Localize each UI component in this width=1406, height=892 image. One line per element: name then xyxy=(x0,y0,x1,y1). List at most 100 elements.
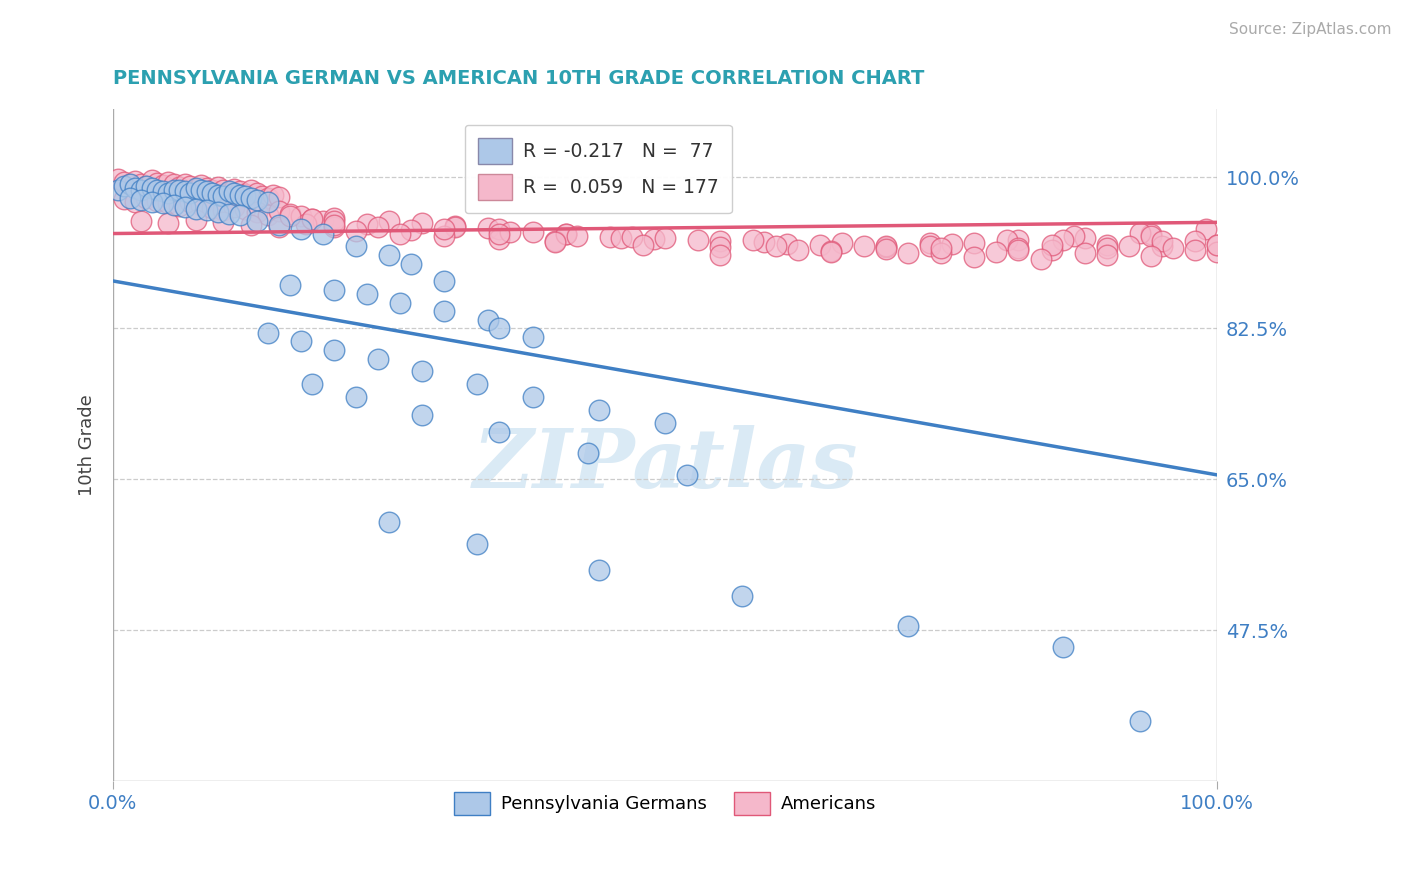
Point xyxy=(477,312,499,326)
Point xyxy=(157,186,180,200)
Point xyxy=(620,230,643,244)
Point xyxy=(179,186,201,200)
Point xyxy=(146,194,169,208)
Point xyxy=(212,203,235,218)
Point xyxy=(411,364,433,378)
Point xyxy=(267,218,290,232)
Point xyxy=(544,235,567,249)
Point xyxy=(112,192,135,206)
Point xyxy=(163,178,186,192)
Point xyxy=(184,202,207,216)
Point xyxy=(389,295,412,310)
Point xyxy=(576,446,599,460)
Point xyxy=(212,183,235,197)
Point xyxy=(201,201,224,215)
Point xyxy=(488,232,510,246)
Point xyxy=(688,233,710,247)
Point xyxy=(256,326,278,340)
Point xyxy=(356,217,378,231)
Point xyxy=(322,343,344,357)
Point xyxy=(1118,239,1140,253)
Point xyxy=(1206,237,1229,252)
Point xyxy=(229,184,252,198)
Point xyxy=(820,244,842,258)
Point xyxy=(875,240,897,254)
Point xyxy=(267,204,290,219)
Point xyxy=(157,216,180,230)
Point xyxy=(742,234,765,248)
Point xyxy=(433,229,456,244)
Point xyxy=(229,187,252,202)
Point xyxy=(1195,222,1218,236)
Point xyxy=(218,184,240,198)
Point xyxy=(312,214,335,228)
Point xyxy=(399,257,422,271)
Point xyxy=(124,174,146,188)
Point xyxy=(245,186,267,200)
Point xyxy=(112,179,135,194)
Point xyxy=(240,183,263,197)
Point xyxy=(141,181,163,195)
Point xyxy=(1140,227,1163,242)
Point xyxy=(190,183,212,197)
Point xyxy=(875,239,897,253)
Point xyxy=(941,236,963,251)
Point xyxy=(1040,243,1063,257)
Point xyxy=(522,225,544,239)
Point xyxy=(141,173,163,187)
Point xyxy=(184,182,207,196)
Point xyxy=(312,227,335,241)
Point xyxy=(295,217,318,231)
Point xyxy=(278,207,301,221)
Point xyxy=(1007,243,1029,257)
Point xyxy=(1074,231,1097,245)
Point xyxy=(775,236,797,251)
Point xyxy=(808,237,831,252)
Point xyxy=(1129,226,1152,240)
Point xyxy=(411,408,433,422)
Point xyxy=(344,224,367,238)
Point xyxy=(986,244,1008,259)
Point xyxy=(195,181,218,195)
Point xyxy=(190,198,212,212)
Point xyxy=(301,377,323,392)
Point xyxy=(141,194,163,209)
Point xyxy=(173,200,195,214)
Point xyxy=(488,222,510,236)
Point xyxy=(167,180,190,194)
Point xyxy=(157,196,180,211)
Point xyxy=(1140,249,1163,263)
Point xyxy=(146,183,169,197)
Point xyxy=(256,191,278,205)
Point xyxy=(367,220,389,235)
Point xyxy=(212,189,235,203)
Point xyxy=(267,220,290,235)
Point xyxy=(184,181,207,195)
Point xyxy=(190,178,212,193)
Point xyxy=(522,330,544,344)
Point xyxy=(544,235,567,249)
Point xyxy=(262,187,284,202)
Point xyxy=(731,589,754,603)
Point xyxy=(1052,233,1074,247)
Point xyxy=(152,178,174,193)
Point xyxy=(256,208,278,222)
Point xyxy=(963,235,986,250)
Point xyxy=(1206,244,1229,259)
Point xyxy=(1184,235,1206,249)
Point xyxy=(212,215,235,229)
Text: ZIPatlas: ZIPatlas xyxy=(472,425,858,505)
Point xyxy=(129,213,152,227)
Point xyxy=(218,185,240,199)
Point xyxy=(118,191,141,205)
Point xyxy=(173,184,195,198)
Point xyxy=(709,240,731,254)
Point xyxy=(599,230,621,244)
Point xyxy=(135,179,157,194)
Point xyxy=(389,227,412,241)
Point xyxy=(1063,229,1085,244)
Point xyxy=(179,195,201,210)
Point xyxy=(852,239,875,253)
Point xyxy=(709,248,731,262)
Point xyxy=(1052,640,1074,655)
